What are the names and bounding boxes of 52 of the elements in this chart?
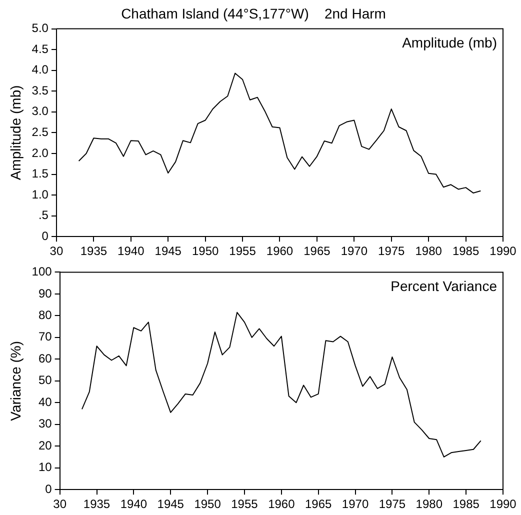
y-tick-label: 40 (38, 394, 52, 409)
y-tick-label: 70 (38, 330, 52, 344)
x-tick-label: 1975 (378, 244, 406, 258)
y-tick-label: 80 (38, 308, 52, 322)
y-tick-label: 60 (38, 351, 52, 366)
x-tick-label: 1955 (229, 244, 256, 258)
y-tick-label: 30 (38, 416, 52, 431)
x-tick-label: 1940 (118, 244, 145, 258)
x-tick-label: 1935 (80, 244, 108, 258)
x-tick-label: 1970 (342, 497, 369, 512)
y-tick-label: 100 (32, 264, 52, 279)
y-tick-label: 10 (38, 460, 52, 474)
x-tick-label: 1945 (157, 497, 184, 512)
x-tick-label: 1950 (192, 244, 219, 258)
y-tick-label: 5.0 (32, 21, 49, 36)
y-tick-label: 1.5 (32, 166, 49, 181)
x-tick-label: 1945 (154, 244, 182, 258)
annotation: Percent Variance (390, 278, 498, 294)
x-tick-label: 1990 (490, 497, 517, 512)
y-tick-label: 50 (38, 373, 52, 388)
y-tick-label: .5 (38, 208, 49, 222)
x-tick-label: 30 (53, 497, 67, 512)
y-tick-label: 3.5 (32, 83, 49, 98)
y-tick-label: 2.5 (32, 125, 49, 140)
y-tick-label: 0 (42, 228, 49, 243)
x-tick-label: 1975 (378, 497, 406, 512)
x-tick-label: 1960 (266, 244, 294, 258)
y-tick-label: 20 (38, 438, 52, 452)
y-tick-label: 2.0 (32, 146, 49, 160)
x-tick-label: 1980 (415, 244, 442, 258)
x-tick-label: 1970 (340, 244, 368, 258)
y-tick-label: 4.5 (32, 42, 49, 56)
y-axis-title: Variance (%) (7, 340, 24, 421)
y-tick-label: 4.0 (32, 62, 49, 77)
y-tick-label: 1.0 (32, 187, 49, 202)
x-tick-label: 1960 (268, 497, 296, 512)
x-tick-label: 1935 (83, 497, 110, 512)
x-tick-label: 1990 (490, 244, 517, 258)
x-tick-label: 1965 (304, 244, 331, 258)
annotation: Amplitude (mb) (402, 34, 497, 51)
x-tick-label: 1980 (416, 497, 443, 512)
chart-title: Chatham Island (44°S,177°W) 2nd Harm (121, 5, 386, 22)
x-tick-label: 1985 (452, 244, 480, 258)
x-tick-label: 1965 (304, 497, 332, 512)
x-tick-label: 1940 (120, 497, 148, 512)
x-tick-label: 1950 (194, 497, 222, 512)
y-tick-label: 3.0 (32, 104, 49, 118)
x-tick-label: 1985 (452, 497, 480, 512)
y-tick-label: 0 (45, 482, 52, 496)
x-tick-label: 1955 (231, 497, 258, 512)
y-axis-title: Amplitude (mb) (7, 85, 24, 180)
y-tick-label: 90 (38, 286, 52, 300)
